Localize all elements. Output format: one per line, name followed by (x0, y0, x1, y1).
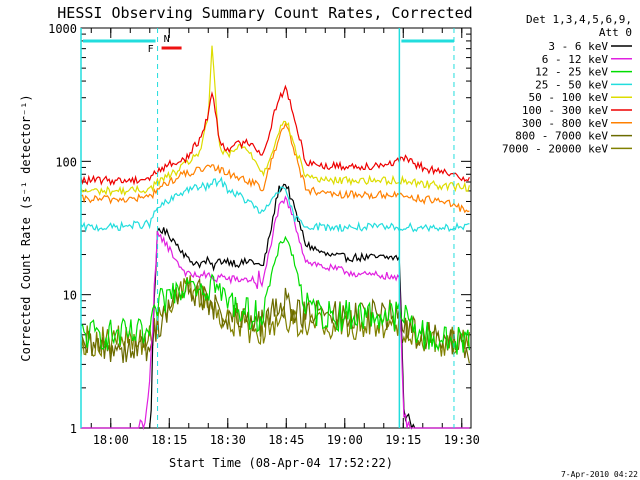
legend-label: 6 - 12 keV (542, 53, 609, 66)
series-line (80, 84, 470, 186)
series-line (80, 277, 470, 364)
legend-label: 100 - 300 keV (522, 104, 608, 117)
y-tick-label: 10 (63, 289, 77, 303)
series-line (80, 176, 470, 233)
legend-label: 3 - 6 keV (548, 40, 608, 53)
x-tick-label: 19:30 (444, 433, 480, 447)
y-axis: 1 10 100 1000 (48, 22, 471, 436)
flag-label: F (148, 44, 154, 55)
series-line (80, 122, 470, 214)
overlay-layer: FN (80, 28, 455, 428)
legend-title: Att 0 (599, 26, 632, 39)
series-layer (80, 45, 470, 431)
x-tick-label: 18:30 (210, 433, 246, 447)
legend-label: 50 - 100 keV (529, 91, 609, 104)
legend-label: 800 - 7000 keV (515, 130, 608, 143)
legend-title: Det 1,3,4,5,6,9, (526, 13, 632, 26)
y-tick-label: 100 (55, 155, 77, 169)
legend-label: 300 - 800 keV (522, 117, 608, 130)
series-line (81, 183, 470, 430)
x-tick-label: 18:00 (93, 433, 129, 447)
x-tick-label: 18:15 (151, 433, 187, 447)
legend-label: 25 - 50 keV (535, 78, 608, 91)
y-axis-label: Corrected Count Rate (s⁻¹ detector⁻¹) (19, 94, 33, 361)
legend-label: 7000 - 20000 keV (502, 142, 608, 155)
x-axis-label: Start Time (08-Apr-04 17:52:22) (169, 456, 393, 470)
chart-title: HESSI Observing Summary Count Rates, Cor… (57, 4, 472, 22)
series-line (80, 235, 470, 355)
x-tick-label: 19:15 (385, 433, 421, 447)
flag-label: N (164, 34, 170, 45)
y-tick-label: 1000 (48, 22, 77, 36)
legend-label: 12 - 25 keV (535, 66, 608, 79)
x-tick-label: 19:00 (327, 433, 363, 447)
timestamp-label: 7-Apr-2010 04:22 (561, 470, 638, 479)
x-axis: 18:00 18:15 18:30 18:45 19:00 19:15 19:30 (90, 28, 480, 447)
series-line (81, 195, 470, 431)
series-line (80, 45, 470, 197)
x-tick-label: 18:45 (268, 433, 304, 447)
y-tick-label: 1 (70, 422, 77, 436)
